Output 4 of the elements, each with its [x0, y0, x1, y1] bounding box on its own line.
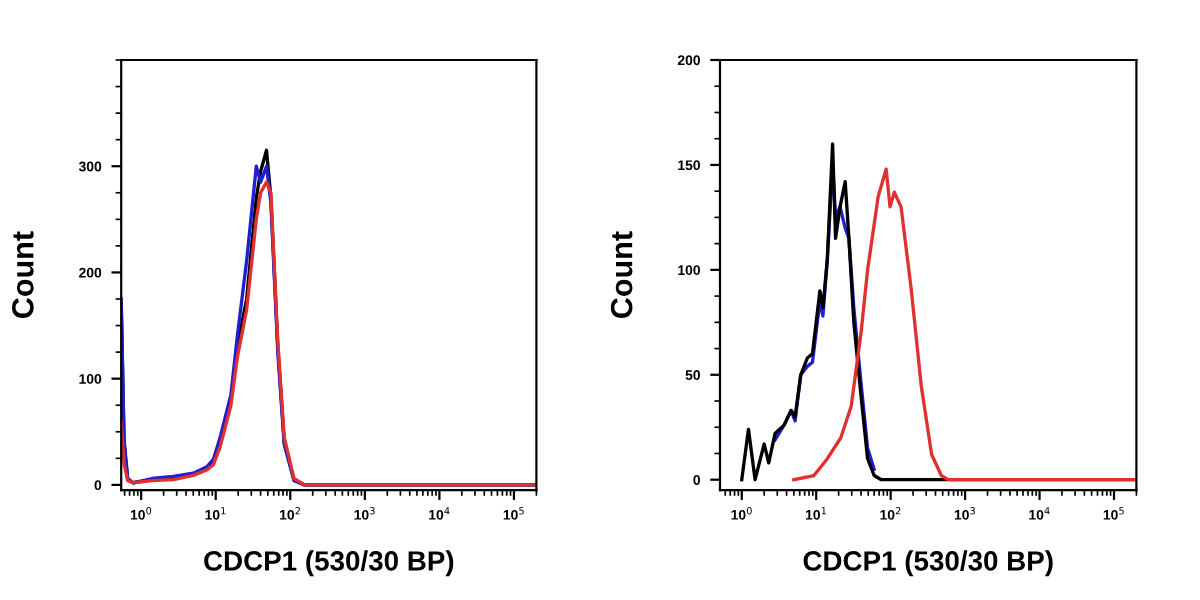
- x-axis-title: CDCP1 (530/30 BP): [204, 550, 454, 577]
- y-axis-title: Count: [610, 231, 633, 318]
- x-axis-title: CDCP1 (530/30 BP): [803, 550, 1053, 577]
- y-axis-title: Count: [12, 231, 34, 318]
